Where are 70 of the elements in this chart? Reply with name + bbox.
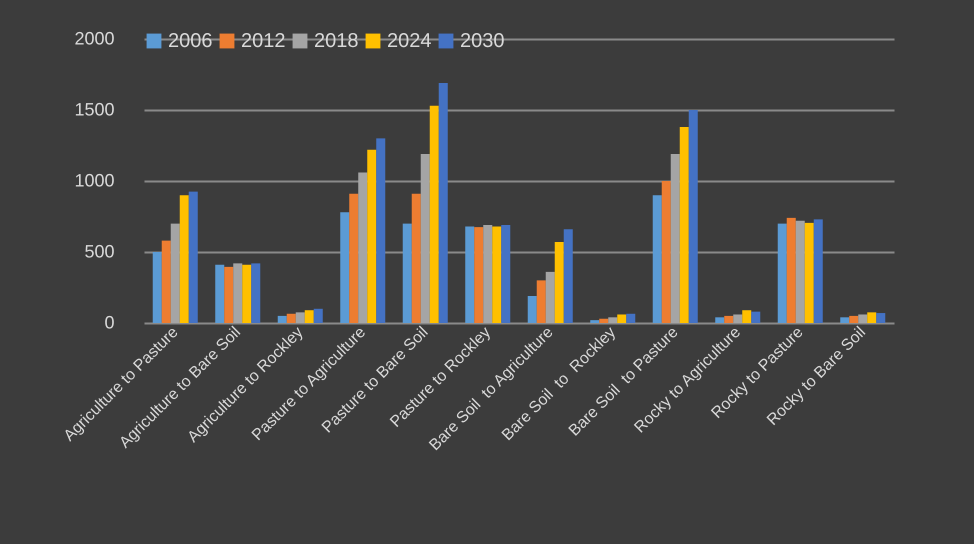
- legend-label: 2006: [168, 30, 212, 52]
- y-tick-label: 2000: [74, 28, 114, 48]
- bar: [617, 314, 626, 323]
- bar: [724, 316, 734, 323]
- bar: [180, 195, 189, 323]
- bar: [367, 150, 376, 323]
- bar: [233, 263, 242, 323]
- bar: [286, 314, 296, 323]
- bar: [554, 242, 564, 323]
- bar: [840, 317, 850, 323]
- bar: [376, 138, 386, 323]
- bar: [742, 310, 752, 323]
- bar: [465, 226, 474, 323]
- bar: [501, 225, 510, 323]
- bar: [314, 308, 323, 323]
- bar: [474, 227, 484, 323]
- bar: [296, 312, 305, 323]
- legend-label: 2012: [241, 30, 286, 52]
- bar: [528, 296, 537, 323]
- bar: [688, 110, 698, 323]
- bar: [402, 224, 412, 323]
- bar: [564, 229, 573, 323]
- y-tick-label: 1000: [74, 170, 114, 190]
- bar: [430, 106, 439, 323]
- bar: [814, 219, 823, 323]
- bar: [546, 272, 555, 323]
- bar: [590, 320, 600, 323]
- bar: [715, 317, 724, 323]
- bar: [608, 317, 618, 323]
- bar: [867, 312, 876, 323]
- bar: [340, 212, 350, 323]
- bar: [858, 314, 868, 323]
- bar: [304, 310, 314, 323]
- bar: [152, 252, 162, 323]
- bar: [242, 264, 252, 323]
- y-tick-label: 0: [104, 312, 114, 332]
- y-tick-label: 500: [84, 242, 114, 262]
- bar: [349, 194, 358, 323]
- bar: [778, 224, 787, 323]
- bar: [876, 313, 886, 323]
- legend-label: 2024: [387, 30, 432, 52]
- y-tick-label: 1500: [74, 100, 114, 120]
- bar: [796, 220, 805, 323]
- bar: [670, 154, 680, 323]
- bar: [662, 181, 671, 323]
- bar: [652, 195, 662, 323]
- bar: [492, 226, 502, 323]
- bar: [804, 222, 814, 323]
- bar: [215, 264, 224, 323]
- bar: [358, 172, 368, 323]
- bar: [420, 154, 430, 323]
- bar: [536, 280, 546, 323]
- legend-label: 2018: [314, 30, 358, 52]
- bar: [251, 263, 260, 323]
- bar: [188, 192, 198, 323]
- bar: [626, 314, 636, 323]
- bar: [733, 314, 742, 323]
- bar: [849, 316, 858, 323]
- bar: [170, 224, 180, 323]
- bar: [786, 218, 796, 323]
- legend-label: 2030: [460, 30, 504, 52]
- bar: [599, 318, 608, 323]
- bar: [412, 194, 421, 323]
- bar: [680, 127, 689, 323]
- bar: [224, 266, 234, 323]
- bar: [162, 240, 171, 323]
- bar: [483, 225, 492, 323]
- bar: [751, 312, 760, 323]
- bar: [278, 316, 287, 323]
- bar: [438, 83, 448, 323]
